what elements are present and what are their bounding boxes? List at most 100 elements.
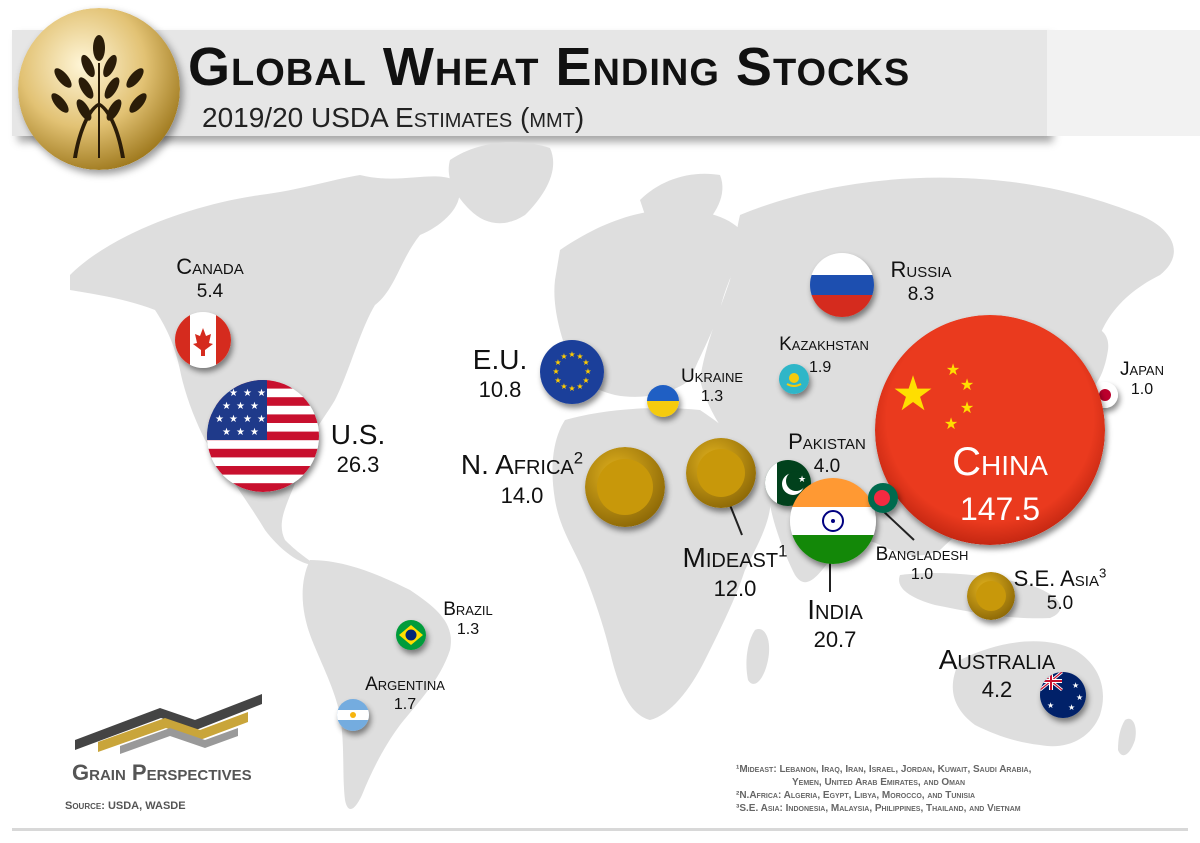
svg-text:★: ★ [257,388,266,399]
svg-text:★: ★ [584,367,591,376]
nafrica-bubble [585,447,665,527]
wheat-globe-icon [18,8,180,170]
kazakhstan-name: Kazakhstan [779,334,869,355]
kazakhstan-flag-icon [779,364,809,394]
china-value: 147.5 [959,491,1041,527]
argentina-name: Argentina [365,674,445,695]
russia-value: 8.3 [907,283,935,305]
india-name: India [807,594,863,625]
svg-text:★: ★ [960,375,974,394]
north-america-land [70,175,460,565]
australia-label: Australia 4.2 [932,644,1062,703]
footnote-1: ¹Mideast: Lebanon, Iraq, Iran, Israel, J… [736,764,1032,775]
china-name: China [952,440,1048,484]
source-note: Source: USDA, WASDE [65,800,186,812]
australia-value: 4.2 [981,677,1013,703]
canada-value: 5.4 [196,280,224,302]
japan-name: Japan [1120,359,1164,380]
svg-text:★: ★ [552,367,559,376]
mideast-footnote-mark: 1 [778,542,788,561]
svg-text:★: ★ [243,388,252,399]
eu-name: E.U. [472,344,528,375]
svg-text:★: ★ [1072,681,1079,690]
new-zealand-land [1118,718,1136,756]
pakistan-name: Pakistan [788,429,866,454]
nafrica-footnote-mark: 2 [573,449,584,468]
australia-land [952,641,1103,747]
mideast-value: 12.0 [713,575,757,601]
bangladesh-value: 1.0 [910,565,934,583]
russia-flag-icon [810,253,874,317]
svg-text:★: ★ [568,384,575,393]
china-flag-bubble: ★ ★ ★ ★ ★ [875,315,1105,545]
svg-text:★: ★ [554,358,561,367]
svg-text:★: ★ [560,382,567,391]
page-subtitle: 2019/20 USDA Estimates (mmt) [202,102,585,133]
japan-value: 1.0 [1130,380,1154,398]
svg-text:★: ★ [229,414,238,425]
eu-label: E.U. 10.8 [462,344,538,403]
us-name: U.S. [330,419,386,450]
nafrica-label: N. Africa2 14.0 [452,450,592,507]
nafrica-value: 14.0 [500,482,544,508]
us-flag-icon: ★★★★ ★★★ ★★★★ ★★★ [207,380,319,492]
argentina-flag-icon [337,699,369,731]
svg-text:★: ★ [576,352,583,361]
footnote-3: ³S.E. Asia: Indonesia, Malaysia, Philipp… [736,803,1021,814]
svg-text:★: ★ [576,382,583,391]
svg-text:★: ★ [582,376,589,385]
scandinavia-land [640,173,723,231]
svg-text:★: ★ [250,427,259,438]
greenland-land [448,142,554,224]
title-banner [12,30,1047,136]
svg-text:★: ★ [946,360,960,379]
madagascar-land [746,629,770,684]
svg-text:★: ★ [582,358,589,367]
us-value: 26.3 [336,452,380,478]
svg-text:★: ★ [250,401,259,412]
bottom-divider [12,828,1188,831]
bangladesh-name: Bangladesh [875,544,969,565]
japan-label: Japan 1.0 [1112,360,1172,399]
grain-perspectives-logo-mark [75,694,262,754]
eu-value: 10.8 [478,377,522,403]
canada-name: Canada [176,254,244,279]
svg-text:★: ★ [236,401,245,412]
brazil-name: Brazil [443,599,493,620]
svg-text:★: ★ [257,414,266,425]
seasia-name: S.E. Asia [1013,566,1099,592]
ukraine-flag-icon [647,385,679,417]
nafrica-name: N. Africa [460,449,574,481]
mideast-bubble [686,438,756,508]
svg-text:★: ★ [1068,703,1075,712]
bangladesh-leader-line [881,509,915,541]
mideast-label: Mideast1 12.0 [675,543,795,600]
svg-text:★: ★ [215,414,224,425]
australia-flag-icon: ★ ★ ★ ★ [1040,672,1086,718]
svg-text:★: ★ [243,414,252,425]
bangladesh-label: Bangladesh 1.0 [862,545,982,584]
pakistan-value: 4.0 [813,455,841,477]
brazil-label: Brazil 1.3 [428,600,508,639]
svg-text:★: ★ [222,401,231,412]
seasia-value: 5.0 [1046,593,1074,615]
us-label: U.S. 26.3 [318,419,398,478]
svg-text:★: ★ [798,475,806,485]
canada-flag-icon [175,312,231,368]
australia-name: Australia [938,644,1056,675]
svg-text:★: ★ [568,350,575,359]
brazil-value: 1.3 [456,620,480,638]
svg-text:★: ★ [1076,693,1083,702]
svg-text:★: ★ [944,414,958,433]
svg-text:★: ★ [222,427,231,438]
ukraine-label: Ukraine 1.3 [667,367,757,406]
kazakhstan-value: 1.9 [809,359,832,376]
svg-text:★: ★ [960,398,974,417]
brand-logo-text: Grain Perspectives [72,760,252,785]
footnote-2: ²N.Africa: Algeria, Egypt, Libya, Morocc… [736,790,976,801]
india-value: 20.7 [813,627,857,653]
svg-text:★: ★ [1047,701,1054,710]
seasia-footnote-mark: 3 [1098,566,1107,581]
seasia-bubble [967,572,1015,620]
svg-text:★: ★ [560,352,567,361]
